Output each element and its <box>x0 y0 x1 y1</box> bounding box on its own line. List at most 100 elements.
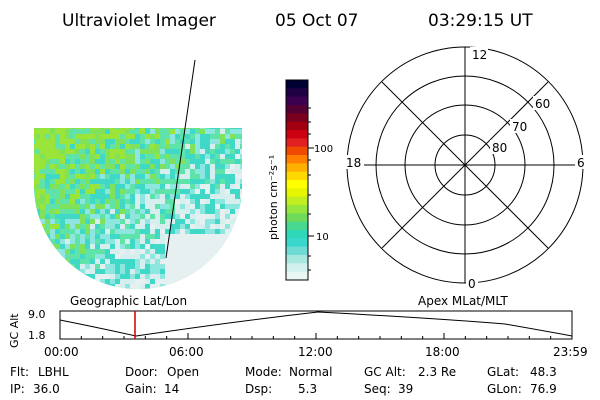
uv-pixel <box>235 134 240 139</box>
uv-pixel <box>170 259 175 264</box>
uv-pixel <box>210 244 215 249</box>
uv-pixel <box>85 224 90 229</box>
uv-pixel <box>195 174 200 179</box>
uv-pixel <box>200 129 205 134</box>
uv-pixel <box>185 184 190 189</box>
uv-pixel <box>70 249 75 254</box>
uv-pixel <box>70 264 75 269</box>
uv-pixel <box>90 154 95 159</box>
uv-pixel <box>185 224 190 229</box>
uv-pixel <box>95 209 100 214</box>
uv-pixel <box>200 244 205 249</box>
uv-pixel <box>160 194 165 199</box>
uv-pixel <box>90 128 95 129</box>
uv-pixel <box>220 134 225 139</box>
uv-pixel <box>40 254 45 259</box>
uv-pixel <box>70 254 75 259</box>
uv-pixel <box>100 189 105 194</box>
apex-label: Apex MLat/MLT <box>418 294 508 308</box>
uv-pixel <box>75 209 80 214</box>
uv-pixel <box>150 204 155 209</box>
status-door-key: Door: <box>125 365 158 379</box>
uv-pixel <box>90 129 95 134</box>
uv-pixel <box>120 249 125 254</box>
uv-pixel <box>45 254 50 259</box>
uv-pixel <box>160 254 165 259</box>
uv-pixel <box>85 139 90 144</box>
uv-pixel <box>165 284 170 289</box>
uv-pixel <box>155 234 160 239</box>
uv-pixel <box>155 134 160 139</box>
mlt-label-6: 6 <box>577 156 585 170</box>
uv-pixel <box>160 179 165 184</box>
uv-pixel <box>65 164 70 169</box>
uv-pixel <box>125 219 130 224</box>
uv-pixel <box>80 239 85 244</box>
uv-pixel <box>70 194 75 199</box>
uv-pixel <box>155 244 160 249</box>
uv-pixel <box>115 154 120 159</box>
uv-pixel <box>95 154 100 159</box>
uv-pixel <box>65 149 70 154</box>
uv-pixel <box>205 269 210 274</box>
uv-pixel <box>115 179 120 184</box>
uv-pixel <box>170 159 175 164</box>
uv-pixel <box>85 128 90 129</box>
uv-pixel <box>140 189 145 194</box>
uv-pixel <box>135 209 140 214</box>
uv-pixel <box>240 128 242 129</box>
uv-pixel <box>145 274 150 279</box>
colorbar-cell <box>286 263 308 273</box>
uv-pixel <box>65 159 70 164</box>
uv-pixel <box>190 264 195 269</box>
uv-pixel <box>185 139 190 144</box>
uv-pixel <box>180 154 185 159</box>
uv-pixel <box>245 174 250 179</box>
uv-pixel <box>50 279 55 284</box>
uv-pixel <box>65 219 70 224</box>
uv-pixel <box>45 199 50 204</box>
uv-pixel <box>120 244 125 249</box>
uv-pixel <box>115 189 120 194</box>
uv-pixel <box>210 149 215 154</box>
uv-pixel <box>165 224 170 229</box>
time-label: 03:29:15 UT <box>428 11 533 31</box>
uv-pixel <box>100 274 105 279</box>
uv-pixel <box>70 144 75 149</box>
uv-pixel <box>60 154 65 159</box>
uv-pixel <box>35 214 40 219</box>
uv-pixel <box>50 129 55 134</box>
uv-pixel <box>120 144 125 149</box>
uv-pixel <box>230 269 235 274</box>
uv-pixel <box>230 174 235 179</box>
uv-pixel <box>115 169 120 174</box>
uv-pixel <box>220 259 225 264</box>
uv-pixel <box>230 219 235 224</box>
uv-pixel <box>110 219 115 224</box>
uv-pixel <box>60 254 65 259</box>
uv-pixel <box>125 229 130 234</box>
uv-pixel <box>145 144 150 149</box>
uv-pixel <box>105 204 110 209</box>
uv-pixel <box>220 229 225 234</box>
uv-pixel <box>110 204 115 209</box>
uv-pixel <box>120 199 125 204</box>
uv-pixel <box>50 184 55 189</box>
uv-pixel <box>130 249 135 254</box>
uv-pixel <box>45 204 50 209</box>
alt-xtick-1200: 12:00 <box>298 345 333 359</box>
uv-pixel <box>190 254 195 259</box>
uv-pixel <box>120 234 125 239</box>
uv-pixel <box>115 174 120 179</box>
uv-pixel <box>140 204 145 209</box>
uv-pixel <box>30 289 35 294</box>
uv-pixel <box>190 289 195 294</box>
uv-pixel <box>240 179 242 184</box>
uv-pixel <box>75 189 80 194</box>
uv-pixel <box>205 128 210 129</box>
uv-pixel <box>85 184 90 189</box>
uv-pixel <box>195 264 200 269</box>
uv-pixel <box>35 244 40 249</box>
uv-pixel <box>140 149 145 154</box>
uv-pixel <box>175 249 180 254</box>
